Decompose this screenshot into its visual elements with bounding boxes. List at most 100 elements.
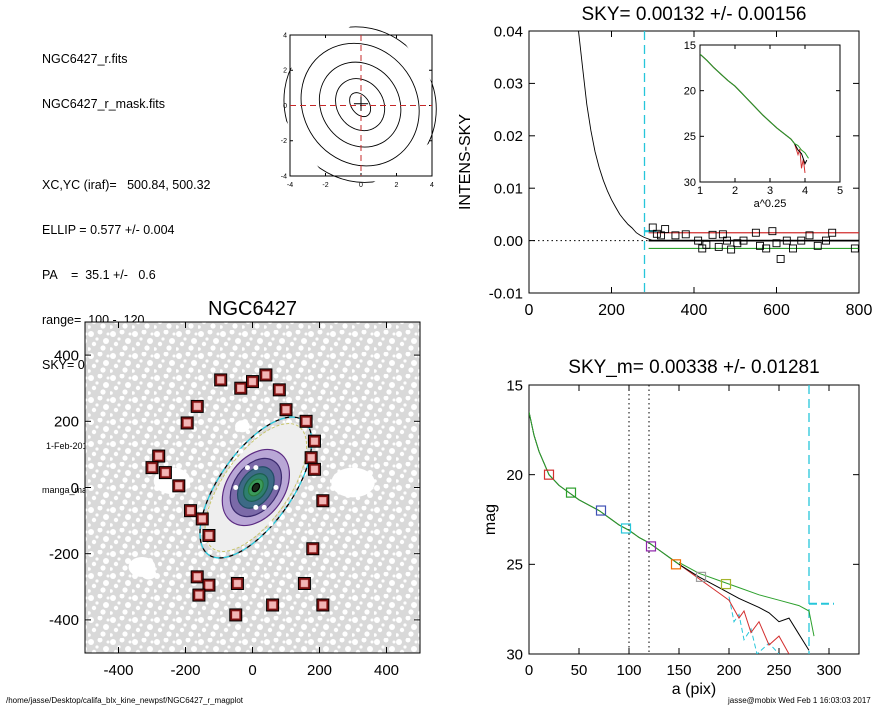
mag-x-tick-label: 0 — [525, 662, 533, 679]
contour-y-tick-label: -4 — [281, 173, 287, 180]
star-mask-square-inner — [195, 591, 203, 599]
contour-y-tick-label: 2 — [283, 68, 287, 75]
sky-square — [805, 231, 814, 240]
star-mask-square-inner — [282, 405, 290, 414]
inset-x-tick-label: 1 — [697, 185, 703, 197]
image-y-tick-label: 400 — [54, 347, 79, 364]
contour-ring — [349, 92, 372, 118]
star-mask-square-inner — [154, 452, 163, 460]
mag-x-tick-label: 300 — [816, 662, 841, 679]
sky-y-tick-label: 0.02 — [494, 128, 523, 145]
star-mask-square-inner — [310, 465, 319, 474]
mag-square — [720, 578, 732, 590]
contour-y-tick-label: -2 — [281, 138, 287, 145]
star-mask-square-inner — [161, 468, 170, 477]
image-y-tick-label: -200 — [49, 546, 79, 563]
sky-title: SKY= 0.00132 +/- 0.00156 — [581, 4, 806, 25]
mag-y-tick-label: 15 — [506, 377, 523, 394]
sky-square — [768, 227, 777, 236]
galaxy-dot — [253, 504, 259, 510]
sky-square — [772, 239, 781, 248]
sky-square — [702, 240, 711, 249]
sky-square — [776, 254, 785, 263]
star-mask-square-inner — [193, 402, 201, 411]
inset-y-tick-label: 30 — [684, 177, 696, 189]
mag-profile-green-head — [529, 411, 680, 565]
sky-profile-line — [578, 31, 653, 242]
mag-x-tick-label: 250 — [766, 662, 791, 679]
sky-square — [708, 230, 717, 239]
star-mask-square-inner — [248, 377, 257, 386]
image-title: NGC6427 — [208, 298, 297, 320]
image-x-tick-label: -400 — [103, 662, 133, 679]
image-y-tick-label: 0 — [71, 480, 79, 497]
footer-path: /home/jasse/Desktop/califa_blx_kine_newp… — [6, 696, 244, 705]
mag-profile-cyan-tail — [728, 596, 780, 654]
mag-square — [543, 469, 555, 480]
sky-square — [652, 229, 661, 238]
star-mask-square-inner — [307, 453, 315, 462]
sky-square — [813, 241, 822, 250]
sky-y-tick-label: 0.03 — [494, 76, 523, 93]
mag-square — [595, 505, 607, 516]
mask-region — [128, 557, 156, 577]
inset-x-tick-label: 4 — [802, 185, 808, 197]
inset-x-tick-label: 5 — [837, 185, 843, 197]
mag-y-tick-label: 25 — [506, 557, 523, 574]
star-mask-square-inner — [233, 579, 242, 588]
image-x-tick-label: 200 — [307, 662, 332, 679]
sky-square — [733, 239, 742, 248]
galaxy-dot — [238, 448, 244, 454]
sky-square — [661, 225, 670, 234]
contour-y-tick-label: 0 — [283, 103, 287, 110]
star-mask-square-inner — [205, 531, 213, 540]
image-y-tick-label: 200 — [54, 414, 79, 431]
mag-square — [645, 541, 657, 552]
info-pa: PA = 35.1 +/- 0.6 — [42, 268, 156, 282]
footer-user: jasse@mobix Wed Feb 1 16:03:03 2017 — [728, 696, 871, 705]
star-mask-square-inner — [275, 386, 284, 394]
mag-square — [670, 559, 682, 570]
sky-square — [762, 244, 771, 253]
sky-square — [850, 244, 859, 253]
contour-x-tick-label: 2 — [395, 182, 399, 189]
galaxy-dot — [253, 465, 259, 471]
mag-square — [695, 571, 707, 582]
contour-x-tick-label: -2 — [322, 182, 328, 189]
contour-ring — [300, 42, 420, 167]
contour-x-tick-label: -4 — [287, 182, 293, 189]
contour-ring — [335, 78, 386, 132]
sky-x-tick-label: 400 — [681, 302, 708, 319]
sky-square — [671, 231, 680, 240]
sky-square — [727, 245, 736, 254]
inset-y-tick-label: 25 — [684, 131, 696, 143]
sky-square — [782, 236, 791, 245]
star-mask-square-inner — [302, 417, 310, 426]
star-mask-square-inner — [309, 544, 317, 553]
star-mask-square-inner — [268, 601, 277, 609]
sky-x-tick-label: 0 — [525, 302, 534, 319]
mask-region — [331, 467, 375, 498]
galaxy-dot — [273, 485, 279, 490]
sky-x-tick-label: 800 — [846, 302, 873, 319]
galaxy-dot — [268, 521, 274, 527]
star-mask-square-inner — [310, 437, 319, 445]
star-mask-square-inner — [319, 496, 327, 505]
sky-square — [694, 236, 703, 245]
sky-square — [822, 236, 830, 245]
inset-y-tick-label: 15 — [684, 40, 696, 52]
mag-x-tick-label: 150 — [666, 662, 691, 679]
sky-square — [756, 241, 764, 250]
star-mask-square-inner — [186, 506, 195, 515]
mag-xlabel: a (pix) — [672, 681, 716, 698]
galaxy-dot — [244, 465, 250, 471]
inset-green-line — [700, 53, 809, 159]
mag-profile-black-tail — [678, 563, 810, 651]
sky-square — [723, 236, 731, 245]
sky-y-tick-label: 0.01 — [494, 180, 523, 197]
mag-title: SKY_m= 0.00338 +/- 0.01281 — [568, 357, 819, 378]
sky-square — [718, 230, 727, 239]
sky-square — [751, 228, 760, 237]
inset-y-tick-label: 20 — [684, 86, 696, 98]
sky-ylabel: INTENS-SKY — [457, 114, 474, 210]
